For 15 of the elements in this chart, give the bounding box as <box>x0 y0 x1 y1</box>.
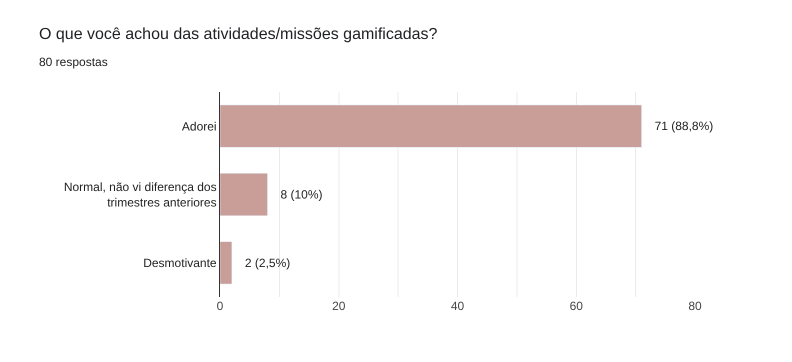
bar <box>220 173 268 216</box>
data-label: 8 (10%) <box>270 188 323 202</box>
x-tick-label: 0 <box>216 299 224 313</box>
y-tick-label: Normal, não vi diferença dos trimestres anteriores <box>64 180 217 210</box>
x-tick-label: 40 <box>450 299 464 313</box>
text: 80 respostas <box>39 55 108 69</box>
x-tick-label: 80 <box>688 299 702 313</box>
y-tick-label: Adorei <box>182 119 217 134</box>
x-tick-label: 60 <box>570 299 584 313</box>
chart-title: O que você achou das atividades/missões gamificadas? <box>39 26 438 43</box>
x-tick-label: 20 <box>332 299 346 313</box>
bar <box>220 241 232 284</box>
data-label: 2 (2,5%) <box>234 256 290 270</box>
y-tick-label: Desmotivante <box>143 256 217 270</box>
data-label: 71 (88,8%) <box>644 119 714 134</box>
